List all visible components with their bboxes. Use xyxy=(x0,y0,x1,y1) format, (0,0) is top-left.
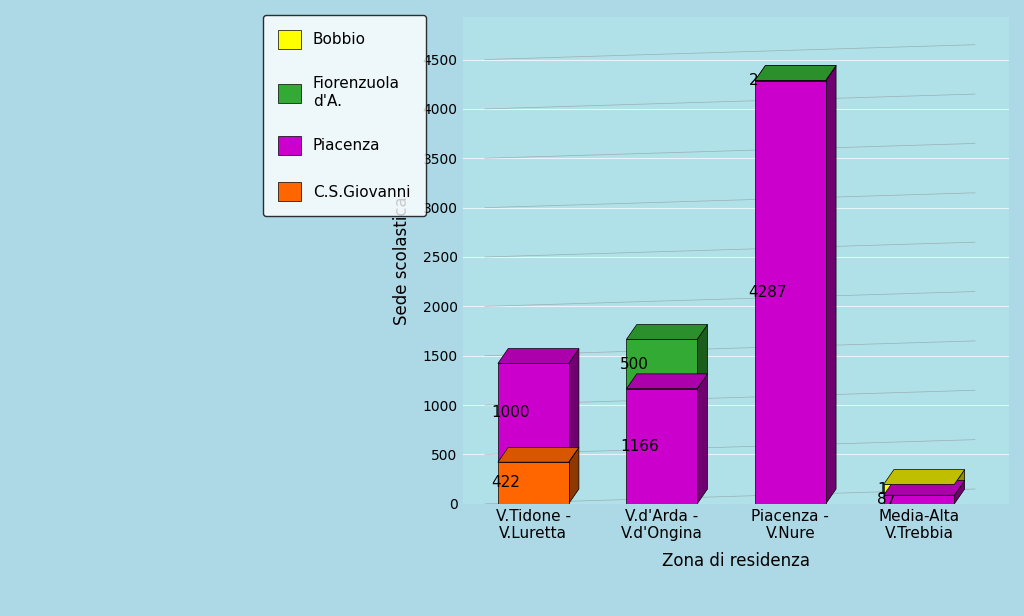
Bar xyxy=(498,462,568,504)
Y-axis label: Sede scolastica: Sede scolastica xyxy=(393,196,412,325)
Bar xyxy=(884,495,954,504)
X-axis label: Zona di residenza: Zona di residenza xyxy=(662,552,810,570)
Polygon shape xyxy=(884,469,965,484)
Text: 1000: 1000 xyxy=(492,405,530,420)
Bar xyxy=(755,81,825,504)
Bar xyxy=(627,339,697,389)
Text: 422: 422 xyxy=(492,476,520,490)
Polygon shape xyxy=(627,374,708,389)
Polygon shape xyxy=(697,374,708,504)
Polygon shape xyxy=(825,66,836,504)
Bar xyxy=(498,363,568,462)
Polygon shape xyxy=(755,66,836,81)
Text: 4287: 4287 xyxy=(749,285,787,300)
Polygon shape xyxy=(568,349,579,462)
Text: 87: 87 xyxy=(878,492,896,507)
Polygon shape xyxy=(498,447,579,462)
Polygon shape xyxy=(498,349,579,363)
Polygon shape xyxy=(825,65,836,81)
Polygon shape xyxy=(954,469,965,495)
Text: 1166: 1166 xyxy=(621,439,658,454)
Text: 500: 500 xyxy=(621,357,649,371)
Text: 110: 110 xyxy=(878,482,906,497)
Bar xyxy=(884,484,954,495)
Polygon shape xyxy=(884,480,965,495)
Bar xyxy=(627,389,697,504)
Polygon shape xyxy=(755,65,836,80)
Legend: Bobbio, Fiorenzuola
d'A., Piacenza, C.S.Giovanni: Bobbio, Fiorenzuola d'A., Piacenza, C.S.… xyxy=(262,15,426,216)
Text: 2: 2 xyxy=(749,73,758,88)
Polygon shape xyxy=(954,480,965,504)
Polygon shape xyxy=(627,325,708,339)
Polygon shape xyxy=(697,325,708,389)
Polygon shape xyxy=(568,447,579,504)
